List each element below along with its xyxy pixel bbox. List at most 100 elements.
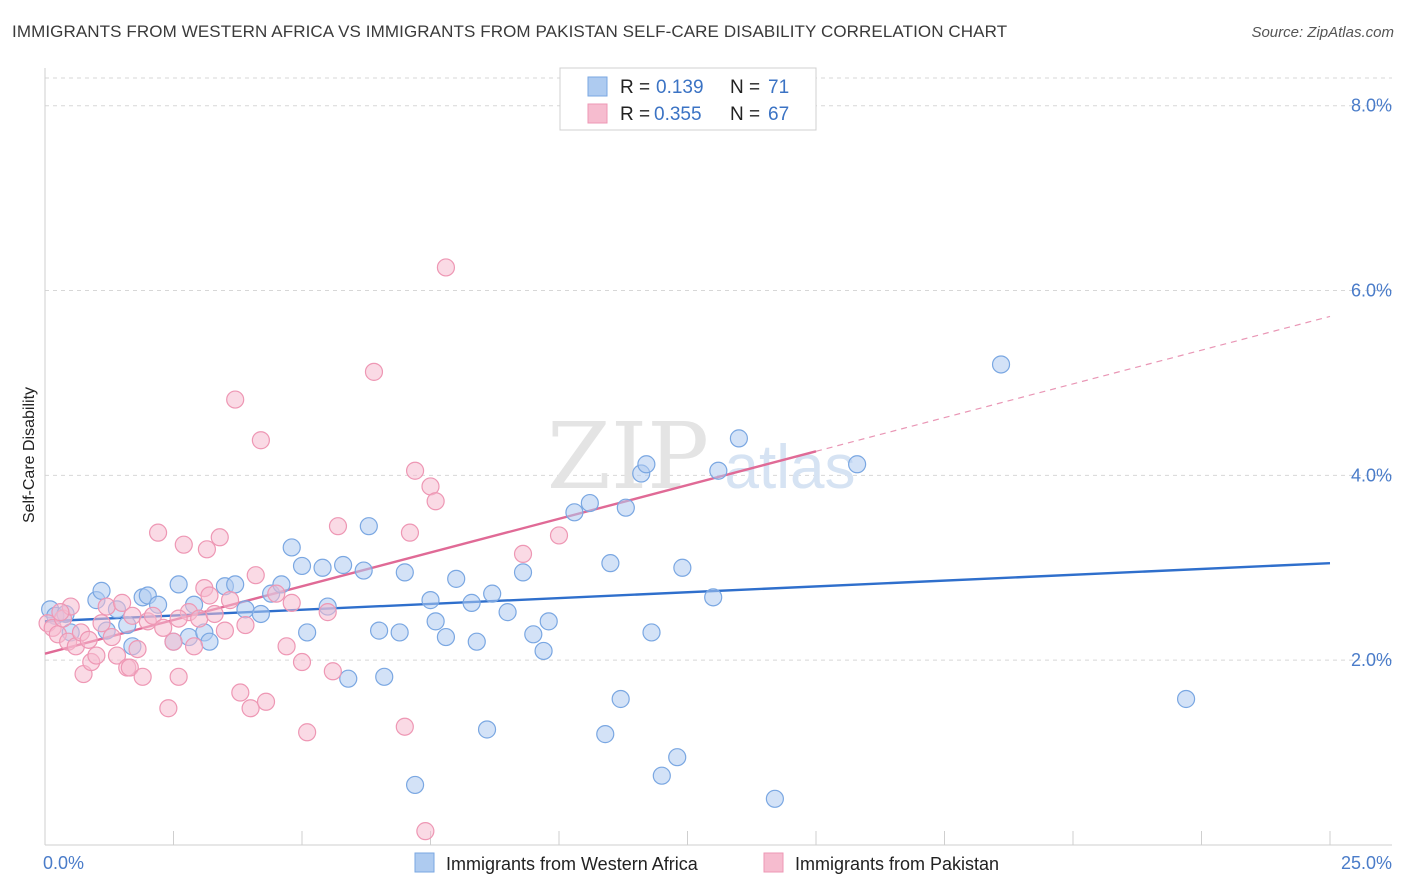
blue-data-point: [462, 593, 481, 612]
pink-data-point: [256, 692, 276, 711]
pink-data-point: [277, 637, 296, 656]
pink-data-point: [120, 658, 139, 677]
bottom-legend-swatch-pink: [763, 852, 784, 873]
blue-data-point: [169, 575, 188, 594]
blue-data-point: [498, 603, 517, 622]
pink-data-point: [298, 723, 317, 742]
bottom-legend-swatch-blue: [414, 852, 435, 873]
blue-data-point: [596, 725, 615, 744]
pink-data-point: [154, 618, 173, 637]
blue-data-point: [390, 623, 409, 642]
blue-data-point: [426, 612, 445, 631]
watermark-atlas: atlas: [725, 433, 856, 502]
pink-data-point: [200, 586, 219, 605]
watermark: ZIP atlas: [547, 403, 856, 510]
pink-data-point: [133, 667, 152, 686]
pink-data-point: [405, 461, 425, 480]
pink-data-point: [79, 630, 98, 649]
blue-data-point: [565, 503, 584, 522]
watermark-zip: ZIP: [547, 403, 709, 510]
blue-data-point: [848, 455, 867, 474]
pink-data-point: [143, 606, 163, 625]
pink-data-point: [102, 627, 121, 647]
axes: [44, 68, 1392, 846]
blue-data-point: [729, 429, 749, 448]
bottom-legend-label-blue: Immigrants from Western Africa: [446, 854, 699, 874]
bottom-legend: Immigrants from Western Africa Immigrant…: [414, 852, 999, 874]
pink-data-point: [128, 639, 147, 659]
pink-data-point: [426, 492, 445, 511]
legend-r-value-1: 0.139: [656, 77, 704, 98]
blue-data-point: [483, 584, 502, 603]
x-tick-label-max: 25.0%: [1341, 853, 1392, 873]
blue-data-point: [354, 561, 373, 580]
blue-data-point: [226, 575, 245, 594]
pink-data-point: [226, 390, 245, 409]
pink-data-point: [174, 535, 193, 554]
pink-data-point: [267, 584, 286, 603]
source-label: Source: ZipAtlas.com: [1251, 24, 1394, 41]
blue-data-point: [395, 563, 414, 582]
blue-data-point: [534, 641, 553, 661]
pink-data-point: [231, 683, 250, 702]
legend-swatch-pink: [587, 103, 608, 124]
legend: R = 0.139 N = 71 R = 0.355 N = 67: [559, 67, 817, 131]
blue-data-point: [611, 689, 630, 709]
pink-data-point: [318, 603, 337, 622]
pink-data-point: [364, 362, 384, 381]
pink-data-point: [436, 258, 456, 277]
blue-data-point: [709, 461, 728, 480]
x-tick-label-min: 0.0%: [43, 853, 84, 873]
blue-data-point: [616, 498, 635, 517]
pink-data-point: [112, 593, 132, 612]
y-tick-label: 4.0%: [1351, 465, 1392, 485]
pink-data-point: [190, 609, 209, 628]
blue-data-point: [339, 669, 358, 688]
blue-data-point: [513, 563, 533, 582]
pink-data-point: [123, 606, 142, 625]
pink-data-point: [251, 431, 270, 450]
legend-n-label-1: N =: [730, 77, 760, 98]
pink-data-point: [549, 526, 569, 545]
pink-data-point: [92, 614, 111, 633]
pink-data-point: [87, 646, 106, 665]
blue-data-point: [668, 748, 687, 767]
blue-data-point: [370, 621, 389, 640]
y-axis-label: Self-Care Disability: [21, 387, 38, 523]
pink-trend-line-extension: [815, 315, 1331, 452]
blue-data-point: [447, 569, 466, 588]
pink-data-point: [169, 667, 188, 686]
pink-data-point: [282, 593, 301, 612]
blue-data-point: [375, 667, 394, 686]
pink-data-point: [400, 523, 420, 542]
y-tick-label: 6.0%: [1351, 281, 1392, 301]
y-tick-label: 2.0%: [1351, 650, 1392, 670]
pink-data-point: [220, 591, 240, 610]
blue-data-point: [601, 554, 620, 573]
pink-data-point: [416, 822, 435, 841]
blue-data-point: [92, 581, 111, 600]
pink-data-point: [210, 528, 229, 547]
blue-data-point: [637, 455, 656, 474]
blue-data-point: [359, 517, 378, 536]
pink-data-point: [241, 699, 260, 718]
blue-data-point: [405, 775, 425, 795]
pink-data-point: [184, 637, 204, 656]
pink-data-point: [169, 609, 188, 628]
bottom-legend-label-pink: Immigrants from Pakistan: [795, 854, 999, 874]
blue-data-point: [524, 625, 543, 644]
pink-data-point: [328, 517, 348, 536]
pink-data-point: [323, 662, 342, 681]
blue-data-point: [334, 555, 353, 575]
blue-data-point: [704, 588, 723, 607]
pink-data-point: [51, 603, 70, 622]
pink-data-point: [148, 523, 168, 542]
blue-data-point: [313, 558, 332, 577]
legend-n-value-2: 67: [768, 104, 789, 125]
legend-swatch-blue: [587, 76, 608, 97]
pink-data-point: [292, 652, 312, 672]
legend-r-label-1: R =: [620, 77, 650, 98]
y-tick-label: 8.0%: [1351, 96, 1392, 116]
pink-data-point: [164, 632, 183, 651]
